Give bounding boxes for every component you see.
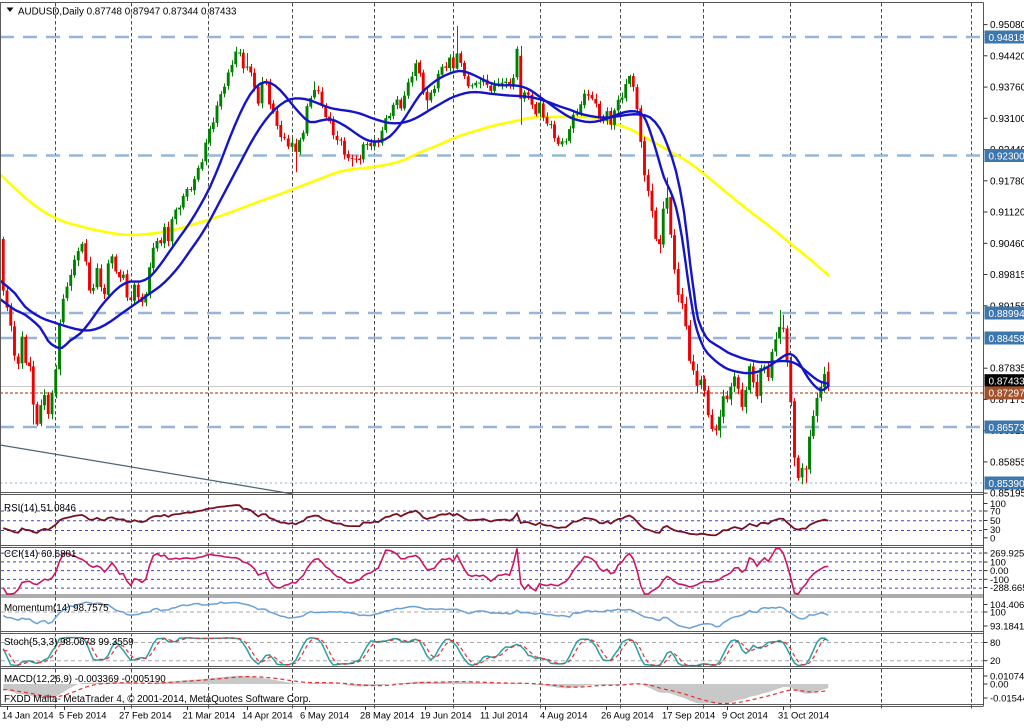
svg-text:80: 80 xyxy=(990,638,1001,649)
svg-text:0.00: 0.00 xyxy=(990,680,1009,691)
svg-text:0: 0 xyxy=(990,533,995,544)
svg-text:0.88458: 0.88458 xyxy=(989,334,1024,345)
svg-text:CCI(14) 60.6801: CCI(14) 60.6801 xyxy=(4,549,76,560)
svg-text:0.92300: 0.92300 xyxy=(989,151,1024,162)
svg-text:0.94420: 0.94420 xyxy=(990,51,1024,62)
svg-text:11 Jul 2014: 11 Jul 2014 xyxy=(480,710,528,721)
svg-text:0.87835: 0.87835 xyxy=(990,364,1024,375)
svg-text:RSI(14) 51.0846: RSI(14) 51.0846 xyxy=(4,503,76,514)
svg-text:4 Aug 2014: 4 Aug 2014 xyxy=(540,710,587,721)
svg-text:0.91780: 0.91780 xyxy=(990,176,1024,187)
svg-text:0.90460: 0.90460 xyxy=(990,239,1024,250)
svg-text:0.94818: 0.94818 xyxy=(989,33,1024,44)
svg-text:MACD(12,26,9) -0.003369 -0.005: MACD(12,26,9) -0.003369 -0.005190 xyxy=(4,674,166,685)
svg-text:17 Sep 2014: 17 Sep 2014 xyxy=(662,710,715,721)
svg-text:0.87297: 0.87297 xyxy=(989,389,1024,400)
svg-text:19 Jun 2014: 19 Jun 2014 xyxy=(420,710,472,721)
svg-text:0.85390: 0.85390 xyxy=(989,479,1024,490)
svg-text:0.93100: 0.93100 xyxy=(990,114,1024,125)
svg-text:Momentum(14) 98.7575: Momentum(14) 98.7575 xyxy=(4,603,109,614)
svg-text:14 Jan 2014: 14 Jan 2014 xyxy=(2,710,54,721)
svg-text:93.1841: 93.1841 xyxy=(990,622,1024,633)
svg-text:100: 100 xyxy=(990,608,1006,619)
svg-text:27 Feb 2014: 27 Feb 2014 xyxy=(119,710,172,721)
svg-text:21 Mar 2014: 21 Mar 2014 xyxy=(183,710,236,721)
svg-text:0.85855: 0.85855 xyxy=(990,457,1024,468)
svg-text:Stoch(5,3,3) 98.0678 99.3559: Stoch(5,3,3) 98.0678 99.3559 xyxy=(4,637,134,648)
svg-text:0.95080: 0.95080 xyxy=(990,20,1024,31)
svg-text:14 Apr 2014: 14 Apr 2014 xyxy=(242,710,293,721)
svg-text:6 May 2014: 6 May 2014 xyxy=(300,710,349,721)
svg-text:26 Aug 2014: 26 Aug 2014 xyxy=(601,710,654,721)
svg-text:-0.015443: -0.015443 xyxy=(990,694,1024,705)
svg-text:0.86573: 0.86573 xyxy=(989,423,1024,434)
svg-text:0.93760: 0.93760 xyxy=(990,83,1024,94)
svg-text:5 Feb 2014: 5 Feb 2014 xyxy=(59,710,106,721)
svg-text:28 May 2014: 28 May 2014 xyxy=(360,710,414,721)
svg-text:20: 20 xyxy=(990,656,1001,667)
svg-text:0.89815: 0.89815 xyxy=(990,270,1024,281)
svg-text:-288.6656: -288.6656 xyxy=(990,583,1024,594)
svg-text:0.88994: 0.88994 xyxy=(989,309,1024,320)
svg-text:0.91120: 0.91120 xyxy=(990,208,1024,219)
svg-text:9 Oct 2014: 9 Oct 2014 xyxy=(722,710,768,721)
svg-text:AUDUSD,Daily 0.87748 0.87947: AUDUSD,Daily 0.87748 0.87947 0.87344 0.8… xyxy=(18,7,237,18)
svg-text:31 Oct 2014: 31 Oct 2014 xyxy=(778,710,829,721)
svg-text:0.87433: 0.87433 xyxy=(989,377,1024,388)
svg-text:FXDD Malta- MetaTrader 4, © 20: FXDD Malta- MetaTrader 4, © 2001-2014, M… xyxy=(4,694,311,705)
